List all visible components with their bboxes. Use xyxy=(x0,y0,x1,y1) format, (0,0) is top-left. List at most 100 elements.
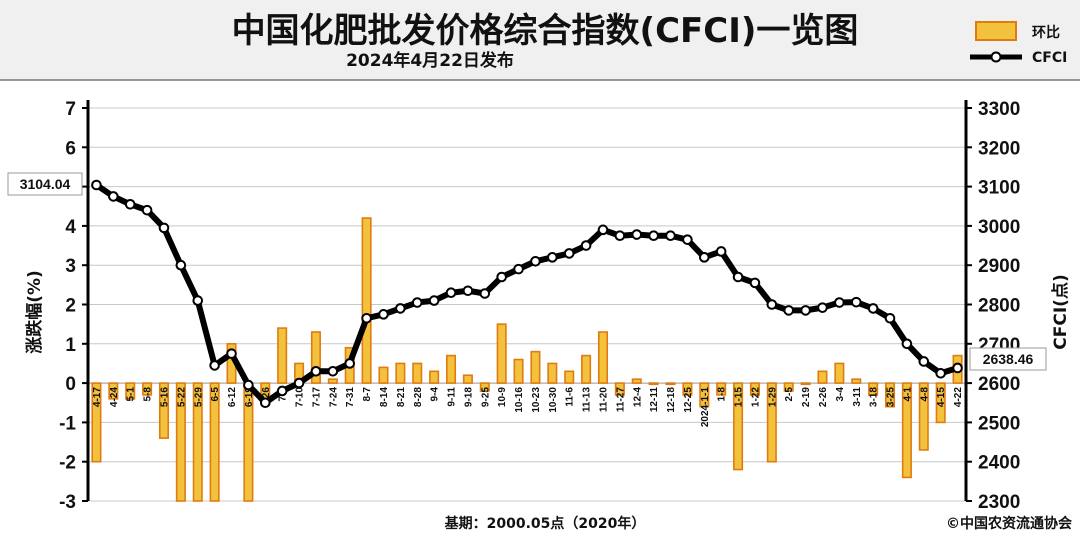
category-label: 11-6 xyxy=(565,387,576,407)
legend-line-marker xyxy=(990,51,1002,63)
cfci-point xyxy=(665,230,676,242)
cfci-line xyxy=(93,182,961,406)
bar xyxy=(108,382,119,400)
last-value-callout: 2638.46 xyxy=(969,347,1047,371)
category-label: 12-11 xyxy=(649,387,660,412)
chart-title: 中国化肥批发价格综合指数(CFCI)一览图 xyxy=(232,11,859,51)
copyright-note: ©中国农资流通协会 xyxy=(946,515,1073,532)
bar xyxy=(749,382,760,396)
chart-subtitle: 2024年4月22日发布 xyxy=(346,50,514,71)
category-label: 10-23 xyxy=(531,387,542,413)
bar xyxy=(834,362,845,384)
category-label: 12-25 xyxy=(683,387,694,413)
bar xyxy=(766,382,777,463)
left-tick-label: -3 xyxy=(59,492,76,513)
bar xyxy=(412,362,423,384)
cfci-point xyxy=(259,397,271,409)
category-label: 6-5 xyxy=(210,387,221,402)
category-label: 9-25 xyxy=(480,387,491,407)
cfci-point xyxy=(411,297,423,308)
cfci-point xyxy=(918,356,930,367)
cfci-point xyxy=(445,287,457,299)
left-tick-label: 2 xyxy=(65,296,76,317)
cfci-point xyxy=(648,230,659,242)
cfci-point xyxy=(732,271,744,283)
cfci-point xyxy=(749,277,761,289)
left-tick-label: -2 xyxy=(59,453,76,474)
left-tick-label: 6 xyxy=(65,138,76,159)
bar xyxy=(445,354,457,384)
bar xyxy=(327,378,338,384)
category-label: 9-4 xyxy=(430,387,441,402)
right-tick-label: 3100 xyxy=(978,178,1020,199)
bar xyxy=(682,382,693,396)
cfci-point xyxy=(698,252,710,263)
cfci-point xyxy=(884,312,896,324)
bar xyxy=(817,370,828,384)
cfci-point xyxy=(293,377,305,389)
category-label: 7-24 xyxy=(328,387,339,407)
category-label: 7-10 xyxy=(295,387,306,407)
right-tick-label: 2300 xyxy=(978,492,1020,513)
first-callout-text: 3104.04 xyxy=(20,176,71,192)
bar xyxy=(158,382,170,439)
category-label: 3-25 xyxy=(886,387,897,407)
category-label: 5-8 xyxy=(143,387,154,402)
bar xyxy=(648,382,659,386)
category-label: 5-29 xyxy=(193,387,204,407)
left-tick-label: 0 xyxy=(65,374,76,395)
right-tick-label: 3200 xyxy=(978,138,1020,159)
cfci-point xyxy=(513,263,524,275)
cfci-point xyxy=(192,295,204,306)
category-label: 1-15 xyxy=(734,387,745,407)
line-series xyxy=(91,179,963,409)
left-axis-label: 涨跌幅(%) xyxy=(24,270,45,354)
category-label: 6-19 xyxy=(244,387,255,407)
cfci-point xyxy=(563,248,575,259)
cfci-point xyxy=(496,271,507,283)
last-callout-text: 2638.46 xyxy=(983,351,1034,367)
cfci-point xyxy=(800,305,811,316)
bar xyxy=(310,331,321,384)
category-label: 8-28 xyxy=(413,387,424,407)
base-note: 基期：2000.05点（2020年） xyxy=(445,515,646,532)
bar xyxy=(378,366,389,384)
cfci-point xyxy=(530,255,541,267)
cfci-point xyxy=(428,295,440,306)
category-label: 10-9 xyxy=(497,387,508,407)
bar xyxy=(496,323,507,384)
legend-bar-swatch xyxy=(975,21,1017,41)
left-tick-label: 3 xyxy=(65,256,76,277)
category-label: 9-18 xyxy=(463,387,474,407)
category-label: 3-11 xyxy=(852,387,863,407)
cfci-point xyxy=(124,198,136,210)
first-callout-box xyxy=(7,172,83,196)
category-label: 2-19 xyxy=(801,387,812,407)
cfci-point xyxy=(715,246,727,257)
category-label: 6-26 xyxy=(261,387,272,407)
bar-series xyxy=(91,217,963,502)
category-label: 1-8 xyxy=(717,387,728,402)
bar xyxy=(125,382,136,400)
category-label: 11-27 xyxy=(615,387,626,412)
bar xyxy=(597,331,609,384)
axes xyxy=(82,100,972,502)
cfci-point xyxy=(310,366,322,377)
bar xyxy=(665,382,676,386)
cfci-point xyxy=(141,204,153,216)
bar xyxy=(142,382,153,396)
right-tick-label: 2400 xyxy=(978,453,1020,474)
first-value-callout: 3104.04 xyxy=(7,172,83,196)
cfci-point xyxy=(378,309,389,320)
category-label: 11-13 xyxy=(582,387,593,412)
right-tick-label: 2500 xyxy=(978,413,1020,434)
cfci-point xyxy=(226,348,237,359)
cfci-point xyxy=(935,367,946,379)
cfci-point xyxy=(395,303,406,314)
category-label: 1-29 xyxy=(767,387,778,407)
category-label: 4-22 xyxy=(953,387,964,407)
cfci-point xyxy=(547,252,558,263)
category-label: 4-17 xyxy=(92,387,103,407)
